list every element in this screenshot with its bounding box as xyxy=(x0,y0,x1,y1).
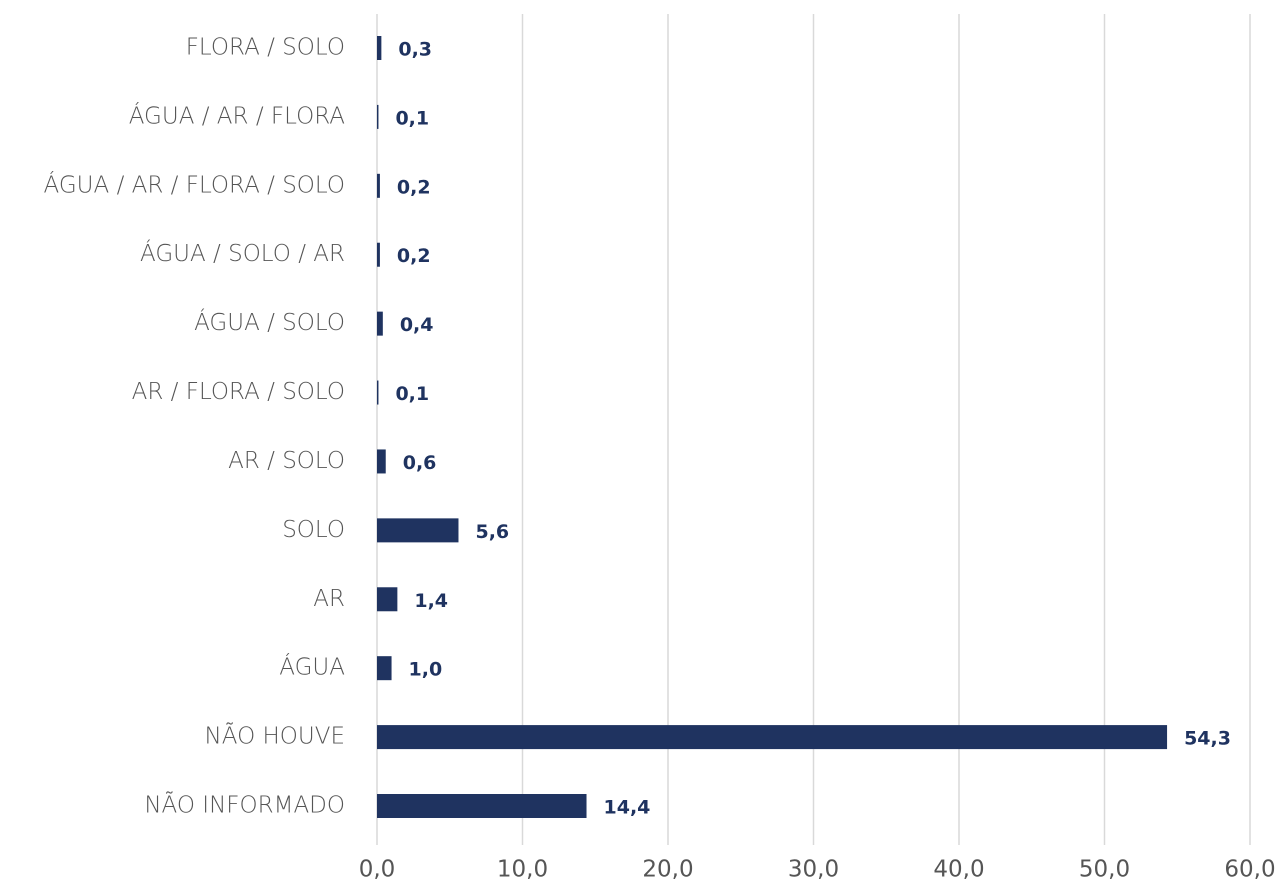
data-label: 0,1 xyxy=(395,383,429,405)
x-tick-label: 10,0 xyxy=(497,857,548,883)
y-tick-label: ÁGUA / AR / FLORA xyxy=(129,101,345,129)
y-tick-label: FLORA / SOLO xyxy=(186,35,345,61)
x-tick-label: 0,0 xyxy=(359,857,396,883)
y-tick-label: ÁGUA / SOLO xyxy=(194,308,345,336)
bar xyxy=(377,725,1168,750)
data-label: 0,1 xyxy=(395,107,429,129)
y-tick-label: NÃO HOUVE xyxy=(205,723,345,750)
data-label: 14,4 xyxy=(604,797,651,819)
data-label: 0,3 xyxy=(398,39,432,61)
x-tick-label: 60,0 xyxy=(1224,857,1275,883)
bar xyxy=(377,242,380,267)
y-tick-label: ÁGUA xyxy=(279,653,345,681)
bar xyxy=(377,656,392,681)
y-tick-label: ÁGUA / AR / FLORA / SOLO xyxy=(44,170,345,198)
y-tick-label: AR xyxy=(313,586,345,612)
x-tick-label: 50,0 xyxy=(1079,857,1130,883)
data-label: 0,2 xyxy=(397,245,431,267)
data-label: 1,4 xyxy=(414,590,448,612)
y-tick-label: ÁGUA / SOLO / AR xyxy=(140,239,345,267)
y-tick-label: AR / SOLO xyxy=(228,448,345,474)
x-tick-label: 30,0 xyxy=(788,857,839,883)
bar xyxy=(377,36,382,60)
data-label: 0,6 xyxy=(403,452,437,474)
bar xyxy=(377,173,380,198)
y-tick-label: SOLO xyxy=(282,517,345,543)
y-tick-label: NÃO INFORMADO xyxy=(144,792,345,819)
data-label: 5,6 xyxy=(475,521,509,543)
bar xyxy=(377,587,398,612)
x-tick-label: 40,0 xyxy=(933,857,984,883)
y-tick-label: AR / FLORA / SOLO xyxy=(132,379,345,405)
bar xyxy=(377,518,459,543)
bar xyxy=(377,104,379,129)
data-label: 1,0 xyxy=(409,659,443,681)
data-label: 0,4 xyxy=(400,314,434,336)
bar xyxy=(377,380,379,405)
x-tick-label: 20,0 xyxy=(642,857,693,883)
bar xyxy=(377,449,386,474)
data-label: 54,3 xyxy=(1184,728,1231,750)
bar xyxy=(377,794,587,818)
data-label: 0,2 xyxy=(397,176,431,198)
bar xyxy=(377,311,383,336)
